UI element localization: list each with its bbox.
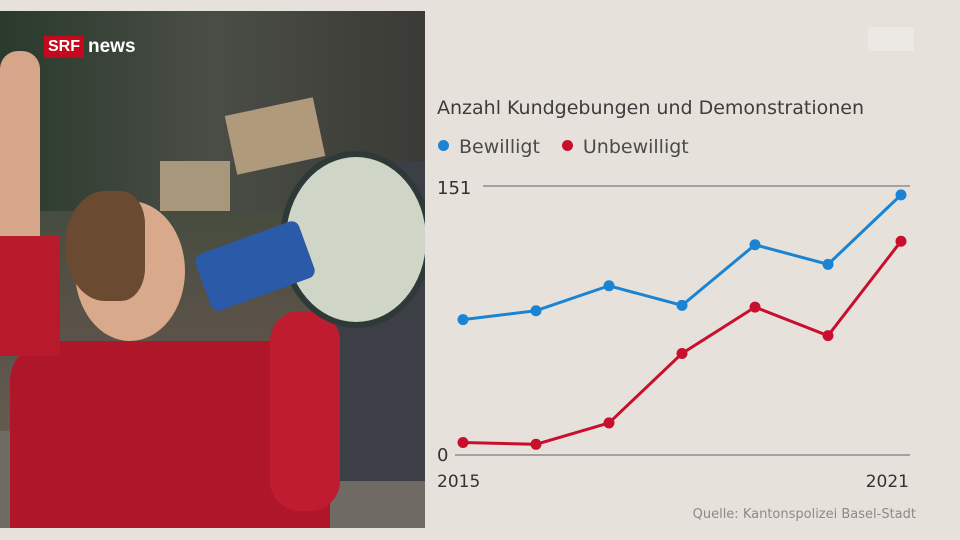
legend-dot-blue [438,140,449,151]
x-tick-first: 2015 [437,472,480,492]
legend-item-bewilligt: Bewilligt [438,136,540,158]
data-point-unbewilligt-2015 [457,437,469,449]
chart-title: Anzahl Kundgebungen und Demonstrationen [437,97,865,119]
data-point-unbewilligt-2021 [895,235,907,247]
series-line-unbewilligt [462,240,903,446]
srf-news-logo: SRF news [44,36,136,58]
legend-label: Unbewilligt [582,136,689,158]
data-point-bewilligt-2021 [895,189,907,201]
data-point-unbewilligt-2016 [530,438,542,450]
data-point-bewilligt-2016 [530,305,542,317]
data-point-unbewilligt-2018 [676,347,688,359]
legend-dot-red [561,140,573,151]
srf-watermark-icon [868,27,914,51]
news-logo-text: news [88,36,136,57]
legend-item-unbewilligt: Unbewilligt [561,136,689,158]
data-point-bewilligt-2017 [603,280,615,292]
x-tick-last: 2021 [866,472,909,492]
source-note: Quelle: Kantonspolizei Basel-Stadt [692,507,916,522]
legend-label: Bewilligt [459,136,540,158]
data-point-bewilligt-2015 [457,314,469,326]
data-point-unbewilligt-2017 [603,417,615,429]
y-tick-max: 151 [437,178,471,199]
protest-photo: SRF news [0,11,425,528]
chart-legend: Bewilligt Unbewilligt [438,136,689,158]
data-point-bewilligt-2019 [749,239,761,251]
data-point-bewilligt-2018 [676,299,688,311]
data-point-unbewilligt-2020 [822,330,834,342]
data-point-unbewilligt-2019 [749,301,761,313]
y-tick-zero: 0 [437,445,448,466]
srf-logo-box: SRF [44,36,84,58]
data-point-bewilligt-2020 [822,258,834,270]
